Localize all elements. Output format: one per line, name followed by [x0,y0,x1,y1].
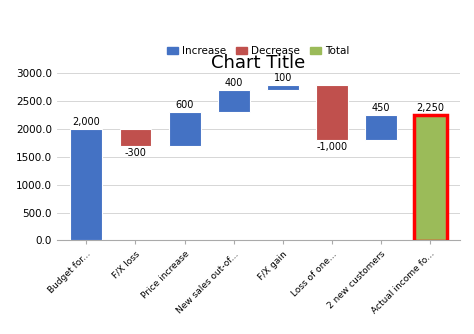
Text: 100: 100 [273,73,292,83]
Title: Chart Title: Chart Title [211,54,305,72]
Text: 400: 400 [225,78,243,88]
Bar [71,129,102,240]
Text: -300: -300 [125,148,146,158]
Bar [267,85,299,90]
Bar [316,85,348,140]
Text: 2,000: 2,000 [73,117,100,127]
Text: -1,000: -1,000 [317,142,347,152]
Bar [119,129,152,146]
Bar [365,115,397,140]
Legend: Increase, Decrease, Total: Increase, Decrease, Total [163,42,354,60]
Text: 600: 600 [175,101,194,111]
Text: 2,250: 2,250 [416,103,444,113]
Text: 450: 450 [372,103,391,113]
Bar [169,113,201,146]
Bar [414,115,446,240]
Bar [218,90,250,113]
